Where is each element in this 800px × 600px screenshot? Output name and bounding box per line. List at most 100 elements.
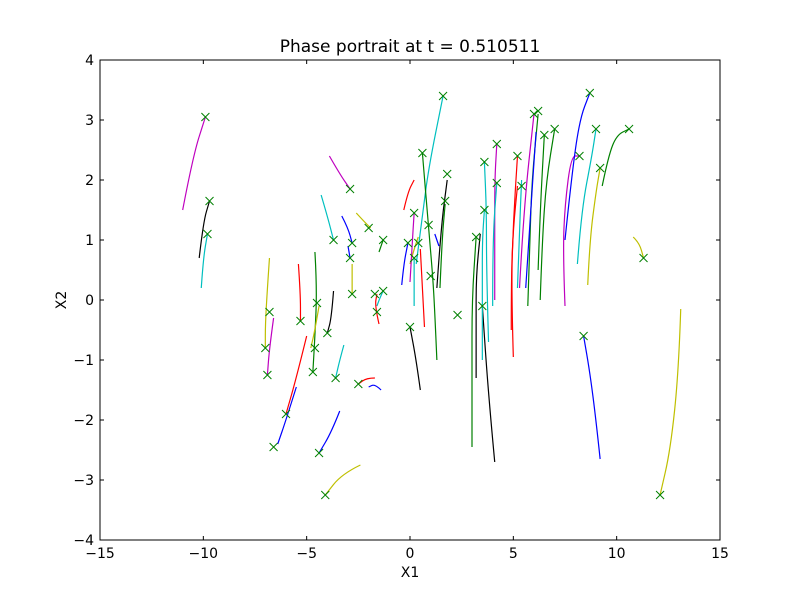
endpoint-marker-22 (364, 223, 374, 233)
endpoint-marker-27 (403, 238, 413, 248)
endpoint-marker-37 (440, 196, 450, 206)
y-tick-label-8: 4 (85, 53, 94, 69)
endpoint-marker-41 (480, 205, 489, 215)
endpoint-marker-18 (347, 238, 357, 248)
trajectory-14 (347, 245, 351, 259)
trajectory-59 (659, 308, 682, 496)
endpoint-marker-54 (595, 163, 605, 173)
endpoint-marker-50 (550, 124, 560, 134)
endpoint-marker-0 (201, 112, 210, 122)
trajectory-43 (492, 182, 498, 307)
trajectory-17 (318, 410, 341, 454)
endpoint-marker-21 (353, 379, 363, 389)
trajectory-54 (576, 128, 597, 265)
endpoint-marker-47 (529, 109, 539, 119)
endpoint-marker-29 (409, 208, 419, 218)
trajectory-layer (182, 92, 682, 496)
endpoint-marker-34 (426, 271, 436, 281)
endpoint-marker-51 (575, 151, 584, 161)
endpoint-marker-44 (492, 178, 502, 188)
trajectory-25 (401, 242, 409, 286)
trajectory-55 (587, 167, 601, 286)
endpoint-marker-30 (413, 238, 423, 248)
x-axis-label: X1 (401, 565, 420, 581)
y-tick-label-1: −3 (73, 473, 94, 489)
trajectory-40 (481, 209, 485, 360)
trajectory-9 (310, 305, 320, 349)
endpoint-marker-14 (329, 235, 338, 245)
endpoint-marker-55 (624, 124, 634, 134)
y-tick-label-2: −2 (73, 413, 94, 429)
endpoint-marker-15 (331, 373, 340, 383)
endpoint-marker-5 (265, 307, 274, 317)
x-tick-label-1: −10 (189, 546, 219, 562)
endpoint-marker-3 (260, 343, 270, 353)
y-axis-ticks: −4 −3 −2 −1 0 1 2 3 4 (73, 53, 720, 549)
trajectory-28 (409, 326, 421, 391)
endpoint-marker-53 (591, 124, 601, 134)
trajectory-51 (537, 134, 545, 271)
x-tick-label-5: 10 (608, 546, 626, 562)
y-tick-label-0: −4 (73, 533, 94, 549)
endpoint-marker-58 (655, 490, 665, 500)
trajectory-5 (297, 263, 302, 321)
x-axis-ticks: −15 −10 −5 0 5 10 15 (85, 60, 729, 562)
endpoint-marker-28 (405, 322, 415, 332)
trajectory-38 (475, 233, 481, 378)
trajectory-7 (277, 386, 297, 445)
endpoint-marker-1 (205, 196, 214, 206)
endpoint-marker-26 (378, 235, 388, 245)
trajectory-37 (471, 236, 477, 447)
y-tick-label-4: 0 (85, 293, 94, 309)
trajectory-16 (335, 344, 345, 379)
marker-layer (201, 88, 665, 500)
endpoint-marker-19 (345, 253, 355, 263)
endpoint-marker-7 (281, 409, 291, 419)
endpoint-marker-43 (492, 139, 502, 149)
endpoint-marker-48 (533, 106, 543, 116)
trajectory-19 (357, 377, 375, 385)
trajectory-13 (341, 215, 353, 244)
endpoint-marker-45 (513, 151, 522, 161)
trajectory-56 (601, 128, 630, 187)
trajectory-4 (266, 317, 275, 376)
endpoint-marker-32 (418, 148, 427, 158)
x-tick-label-6: 15 (711, 546, 729, 562)
trajectory-36 (439, 203, 446, 289)
y-tick-label-6: 2 (85, 173, 94, 189)
endpoint-marker-35 (438, 91, 448, 101)
endpoint-marker-25 (378, 286, 388, 296)
trajectory-50 (539, 128, 556, 301)
endpoint-marker-17 (345, 184, 355, 194)
trajectory-30 (419, 248, 426, 328)
trajectory-49 (525, 131, 537, 289)
endpoint-marker-8 (296, 316, 305, 326)
endpoint-marker-49 (539, 130, 549, 140)
y-axis-label: X2 (54, 291, 70, 310)
x-tick-label-2: −5 (296, 546, 317, 562)
trajectory-26 (403, 179, 415, 211)
trajectory-58 (632, 236, 645, 259)
endpoint-marker-42 (480, 157, 489, 167)
endpoint-marker-23 (370, 289, 380, 299)
plot-area (99, 59, 721, 541)
trajectory-57 (583, 335, 601, 460)
endpoint-marker-20 (347, 289, 357, 299)
endpoint-marker-31 (409, 253, 419, 263)
trajectory-12 (328, 155, 351, 190)
trajectory-10 (326, 290, 335, 334)
endpoint-marker-4 (263, 370, 272, 380)
trajectory-3 (264, 257, 271, 348)
trajectory-31 (409, 212, 415, 283)
trajectory-23 (375, 293, 380, 325)
endpoint-marker-52 (585, 88, 595, 98)
trajectory-34 (436, 179, 448, 289)
endpoint-marker-6 (269, 442, 278, 452)
endpoint-marker-38 (453, 310, 462, 320)
trajectory-22 (378, 239, 384, 253)
trajectory-20 (368, 384, 382, 391)
endpoint-marker-9 (308, 367, 318, 377)
y-tick-label-3: −1 (73, 353, 94, 369)
x-tick-label-0: −15 (85, 546, 115, 562)
